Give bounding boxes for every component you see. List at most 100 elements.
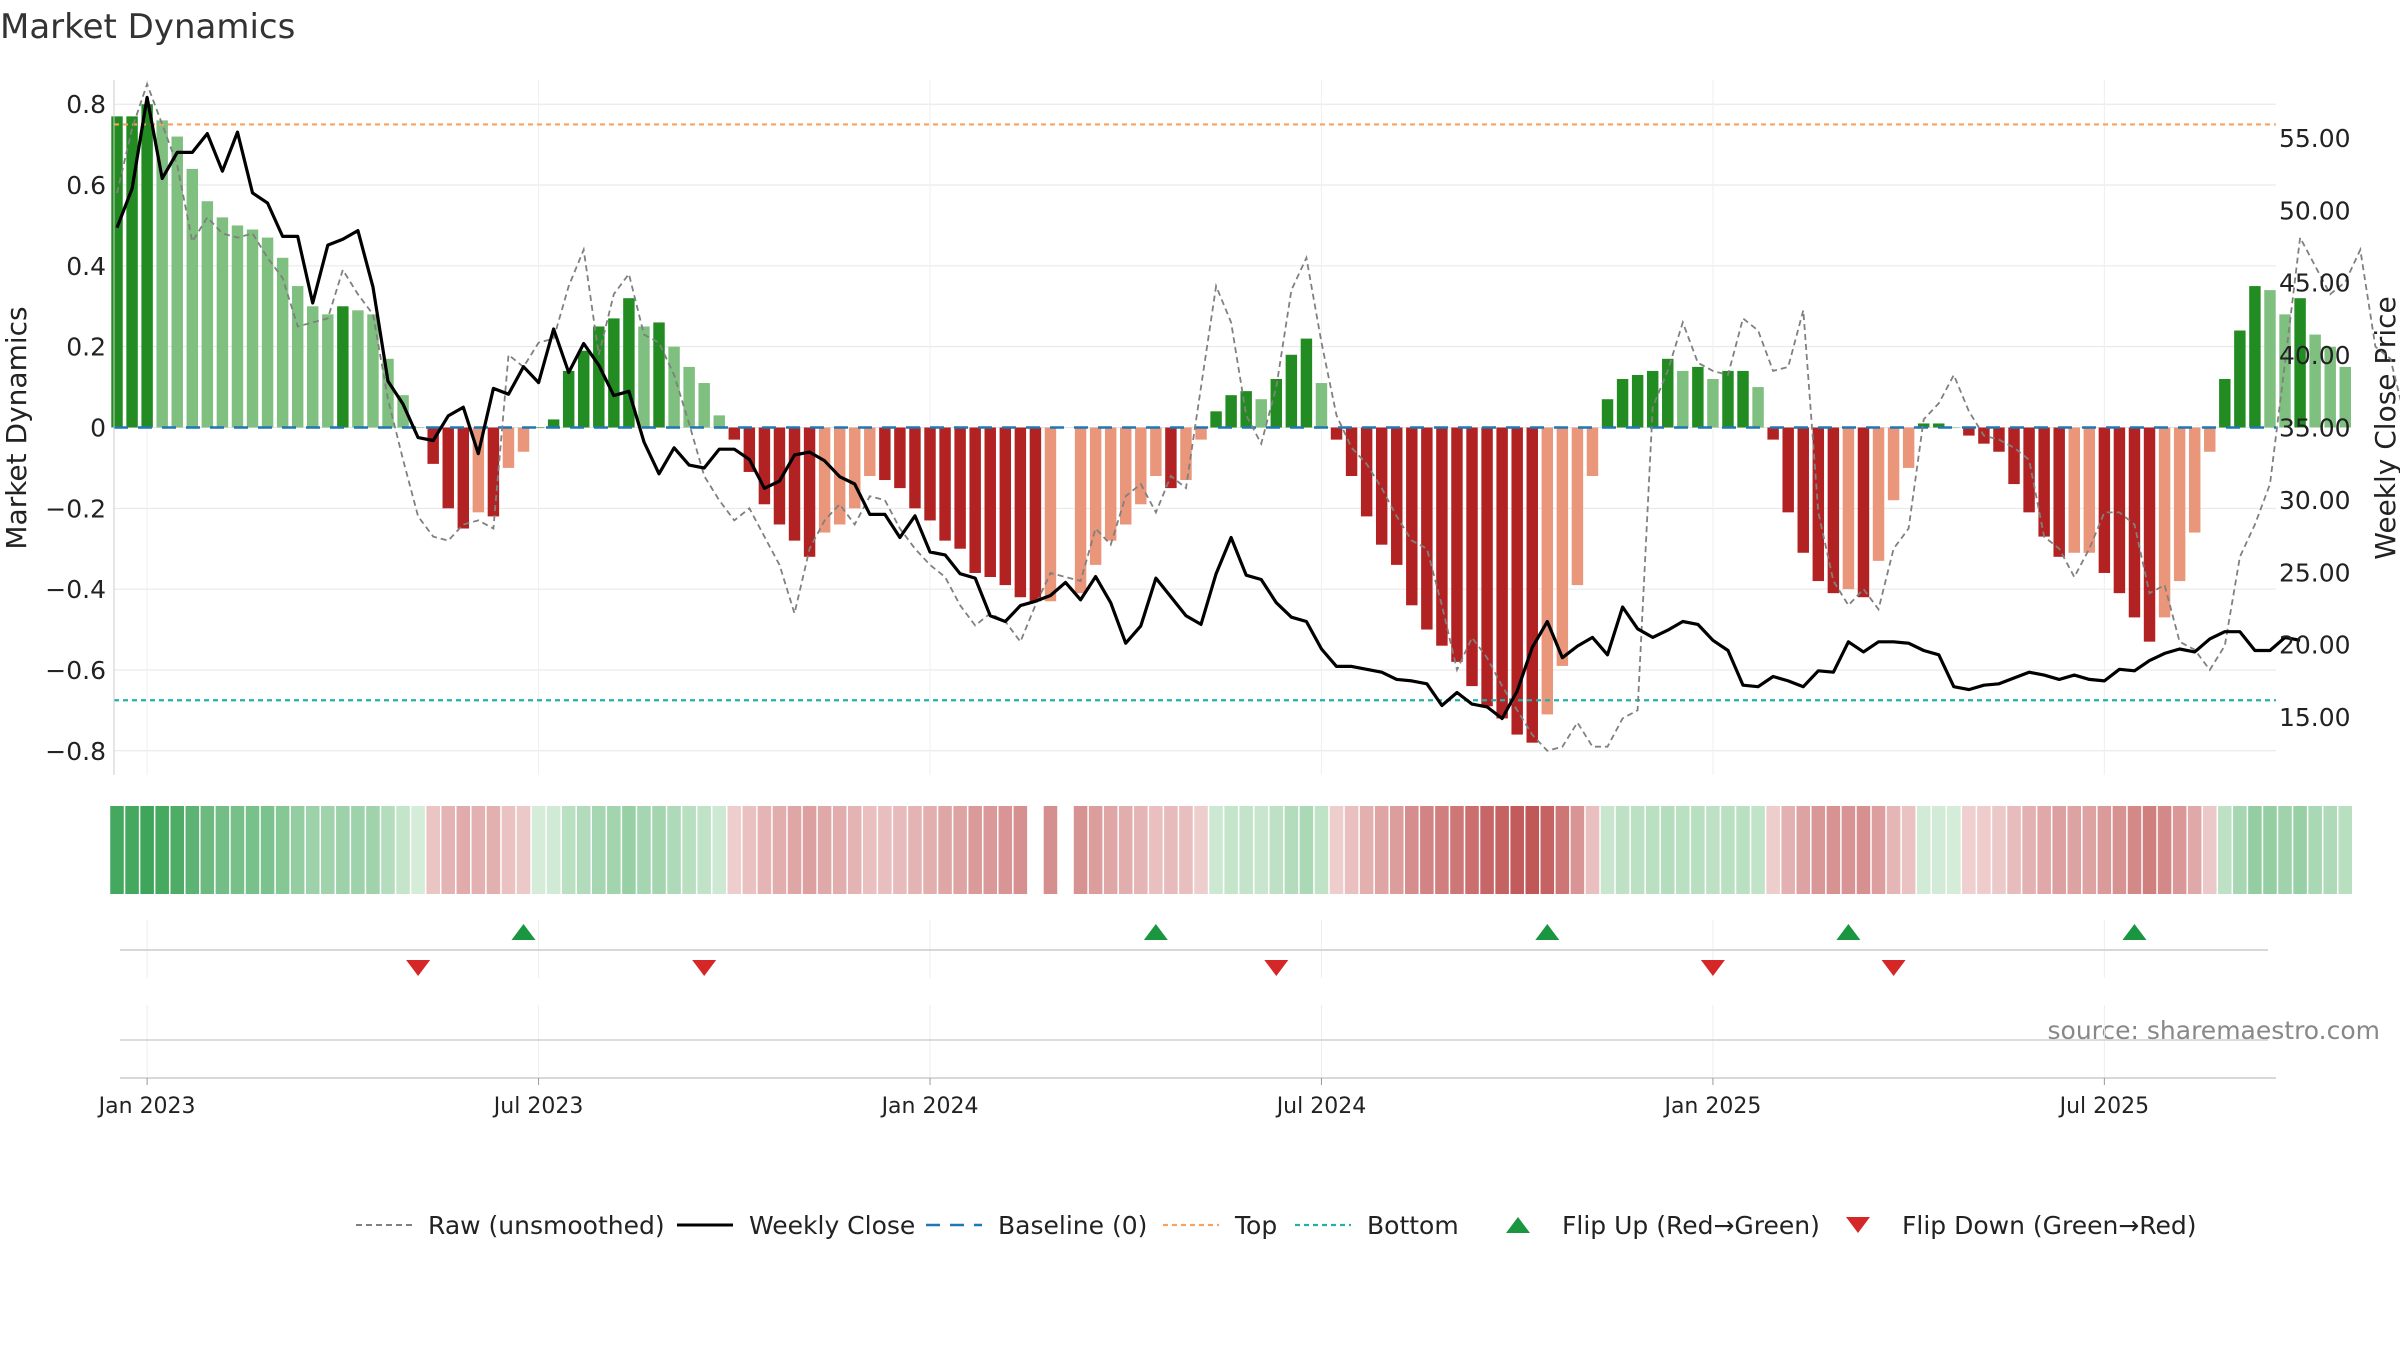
left-tick-label: 0 [90,414,106,443]
x-tick-label: Jan 2023 [97,1094,196,1119]
regime-strip-cell [697,806,711,894]
regime-strip-cell [305,806,320,894]
regime-strip-cell [1314,806,1329,894]
dynamics-bar [1180,427,1192,481]
regime-strip-cell [561,806,576,894]
regime-strip-cell [908,806,922,894]
regime-strip-cell [1721,806,1735,894]
dynamics-bar [2128,427,2141,618]
regime-strip-cell [1992,806,2006,894]
regime-strip-cell [1435,806,1449,894]
dynamics-bar [2219,379,2231,428]
regime-strip-cell [366,806,380,894]
dynamics-bar [1135,427,1147,505]
x-tick-label: Jan 2024 [880,1094,979,1119]
dynamics-bar [1315,383,1328,428]
dynamics-bar [1270,379,1283,428]
regime-strip-cell [2112,806,2127,894]
dynamics-bar [1797,427,1809,553]
regime-strip-cell [1676,806,1690,894]
flip-up-marker [1836,924,1861,940]
regime-strip-cell [1886,806,1901,894]
dynamics-bar [939,427,951,541]
bars-layer [111,104,2351,743]
right-tick-label: 35.00 [2279,414,2351,443]
dynamics-bar [1466,427,1478,687]
dynamics-bar [2188,427,2201,533]
regime-strip-cell [1691,806,1705,894]
dynamics-bar [653,322,665,428]
dynamics-bar [894,427,906,489]
regime-strip-cell [1540,806,1555,894]
regime-strip-cell [441,806,456,894]
regime-strip-cell [1766,806,1780,894]
dynamics-bar [1601,399,1614,428]
dynamics-bar [1375,427,1388,545]
regime-strip-cell [1856,806,1871,894]
regime-strip-cell [110,806,124,894]
reference-lines-layer [114,123,2276,702]
axes-layer: 0.8 0.6 0.4 0.2 0 −0.2 −0.4 −0.6 −0.8 55.00 50.00 4… [45,80,2351,775]
regime-strip-cell [185,806,200,894]
dynamics-bar [2008,427,2020,485]
left-tick-label: −0.8 [45,737,106,766]
regime-strip-cell [712,806,727,894]
regime-strip-cell [1450,806,1464,894]
left-tick-label: 0.6 [66,171,106,200]
regime-strip-cell [501,806,516,894]
dynamics-bar [502,427,515,468]
dynamics-bar [788,427,801,541]
dynamics-bar [2023,427,2035,513]
regime-strip-cell [1570,806,1585,894]
regime-strip-cell [1916,806,1931,894]
regime-strip-cell [2202,806,2217,894]
dynamics-bar [1285,354,1298,428]
regime-strip-cell [290,806,305,894]
dynamics-bar [2113,427,2126,594]
dynamics-bar [1662,358,1674,428]
dynamics-bar [1872,427,1885,561]
dynamics-bar [2143,427,2156,642]
regime-strip-cell [1931,806,1946,894]
dynamics-bar [276,257,289,428]
right-tick-label: 25.00 [2279,558,2351,587]
regime-strip-cell [1405,806,1419,894]
regime-strip-cell [426,806,440,894]
dynamics-bar [1616,379,1629,428]
left-tick-label: −0.4 [45,575,106,604]
right-tick-label: 50.00 [2279,196,2351,225]
regime-strip-cell [1420,806,1434,894]
regime-strip-cell [1359,806,1374,894]
regime-strip-cell [893,806,907,894]
dynamics-bar [2038,427,2050,537]
regime-strip-cell [2097,806,2112,894]
dynamics-bar [1300,338,1313,428]
dynamics-bar [2173,427,2186,582]
dynamics-bar [382,358,394,428]
regime-strip-cell [938,806,952,894]
legend-flip-up-swatch [1506,1217,1530,1233]
regime-strip-cell [1043,806,1058,894]
dynamics-bar [1330,427,1343,440]
right-axis-label: Weekly Close Price [2369,296,2400,559]
regime-strip-cell [878,806,892,894]
dynamics-bar [864,427,876,476]
dynamics-bar [1677,370,1689,428]
regime-strip-cell [2233,806,2247,894]
legend-item-top: Top [1163,1211,1277,1240]
legend-item-raw: Raw (unsmoothed) [356,1211,665,1240]
regime-strip-cell [1630,806,1645,894]
flip-down-marker [1700,960,1725,976]
flip-up-marker [2122,924,2147,940]
regime-strip-cell [998,806,1013,894]
dynamics-bar [1406,427,1418,606]
dynamics-bar [758,427,771,505]
regime-strip-cell [1615,806,1630,894]
regime-strip-cell [1149,806,1163,894]
regime-strip-cell [1329,806,1344,894]
regime-strip-cell [2218,806,2232,894]
legend-item-baseline: Baseline (0) [926,1211,1147,1240]
regime-strip-cell [351,806,365,894]
regime-strip-cell [802,806,817,894]
